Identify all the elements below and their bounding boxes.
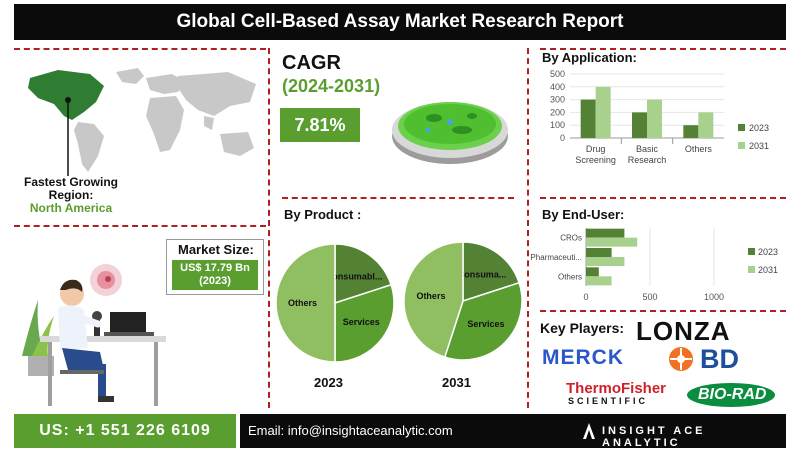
footer-brand: INSIGHT ACE ANALYTIC — [602, 425, 706, 449]
bar-2023 — [580, 99, 596, 138]
fastest-growing-region: Fastest Growing Region: North America — [14, 176, 128, 215]
pie-slice — [462, 241, 521, 303]
market-size-box — [166, 239, 264, 295]
legend-swatch-2031 — [748, 266, 755, 273]
legend-swatch-2031 — [738, 142, 745, 149]
footer-phone[interactable]: US: +1 551 226 6109 — [14, 414, 236, 448]
y-tick-label: Others — [558, 272, 582, 281]
product-pie-2031: Consuma... Services Others — [403, 241, 523, 361]
bar-2023 — [586, 228, 625, 238]
biorad-logo: BIO-RAD — [698, 386, 767, 403]
pie-label: Others — [416, 291, 445, 301]
lonza-logo: LONZA — [636, 316, 731, 346]
pie-slice — [403, 241, 464, 359]
divider — [527, 48, 529, 408]
north-america-highlight — [28, 70, 104, 120]
pie-year-2023: 2023 — [314, 375, 343, 390]
divider — [540, 197, 786, 199]
divider — [268, 48, 270, 408]
page-title: Global Cell-Based Assay Market Research … — [14, 4, 786, 40]
biorad-logo-background — [687, 383, 775, 407]
bar-2031 — [595, 86, 611, 138]
divider — [14, 48, 266, 50]
region-label: Fastest Growing Region: — [23, 175, 118, 202]
petri-dish-icon — [392, 102, 508, 164]
pie-slice — [334, 283, 395, 363]
product-pie-2023: Consumabl... Services Others — [275, 243, 395, 363]
pie-label: Consuma... — [458, 270, 507, 280]
cagr-label: CAGR — [282, 52, 341, 74]
bar-2031 — [698, 112, 714, 138]
bar-2023 — [586, 267, 599, 277]
y-tick-label: 300 — [550, 95, 565, 105]
divider — [540, 48, 786, 50]
key-players-title: Key Players: — [540, 320, 625, 336]
market-size-label: Market Size: — [178, 242, 254, 257]
market-size-value: US$ 17.79 Bn (2023) — [172, 260, 258, 290]
pie-year-2031: 2031 — [442, 375, 471, 390]
pie-label: Others — [288, 298, 317, 308]
pie-slice — [443, 281, 523, 361]
pie-slice — [334, 243, 393, 305]
scientist-illustration — [22, 264, 166, 406]
x-tick-label: Basic — [636, 144, 659, 154]
product-chart-title: By Product : — [284, 207, 362, 222]
region-value: North America — [29, 201, 113, 215]
x-tick-label: Drug — [586, 144, 606, 154]
pie-slice — [275, 243, 336, 363]
legend-swatch-2023 — [738, 124, 745, 131]
x-tick-label: 0 — [583, 292, 588, 302]
bar-2031 — [647, 99, 662, 138]
enduser-bar-chart: 0 500 1000 CROs Pharmaceuti... Others 2023 2031 — [530, 228, 778, 302]
y-tick-label: Pharmaceuti... — [530, 253, 582, 262]
x-tick-label: 1000 — [704, 292, 724, 302]
bd-logo: BD — [700, 344, 739, 374]
bd-logo-icon — [669, 347, 693, 371]
thermofisher-logo: ThermoFisher — [566, 380, 667, 397]
legend-label: 2031 — [758, 265, 778, 275]
application-chart-title: By Application: — [542, 50, 637, 65]
divider — [282, 197, 514, 199]
bar-2023 — [632, 112, 647, 138]
x-tick-label: Research — [628, 155, 667, 165]
bar-2031 — [586, 276, 612, 286]
pie-label: Services — [467, 319, 504, 329]
x-tick-label: Screening — [575, 155, 616, 165]
y-tick-label: 100 — [550, 120, 565, 130]
divider — [540, 310, 786, 312]
cagr-value: 7.81% — [280, 108, 360, 142]
footer-email[interactable]: Email: info@insightaceanalytic.com — [248, 423, 453, 438]
y-tick-label: CROs — [560, 234, 582, 243]
divider — [14, 225, 266, 227]
cagr-period: (2024-2031) — [282, 76, 381, 96]
bar-2023 — [683, 125, 699, 138]
brand-logo-icon — [583, 423, 595, 439]
x-tick-label: 500 — [642, 292, 657, 302]
legend-swatch-2023 — [748, 248, 755, 255]
legend-label: 2023 — [749, 123, 769, 133]
pie-label: Consumabl... — [326, 272, 383, 282]
bar-2031 — [586, 237, 638, 247]
bar-2031 — [586, 257, 625, 266]
merck-logo: MERCK — [542, 346, 624, 369]
thermofisher-scientific-logo: SCIENTIFIC — [568, 396, 649, 406]
pie-label: Services — [343, 317, 380, 327]
bar-2023 — [586, 248, 612, 257]
footer-bar: Email: info@insightaceanalytic.com INSIG… — [240, 414, 786, 449]
x-tick-label: Others — [685, 144, 713, 154]
y-tick-label: 400 — [550, 82, 565, 92]
y-tick-label: 200 — [550, 107, 565, 117]
y-tick-label: 500 — [550, 69, 565, 79]
world-map-icon — [28, 68, 256, 176]
enduser-chart-title: By End-User: — [542, 207, 625, 222]
y-tick-label: 0 — [560, 133, 565, 143]
legend-label: 2023 — [758, 247, 778, 257]
legend-label: 2031 — [749, 141, 769, 151]
